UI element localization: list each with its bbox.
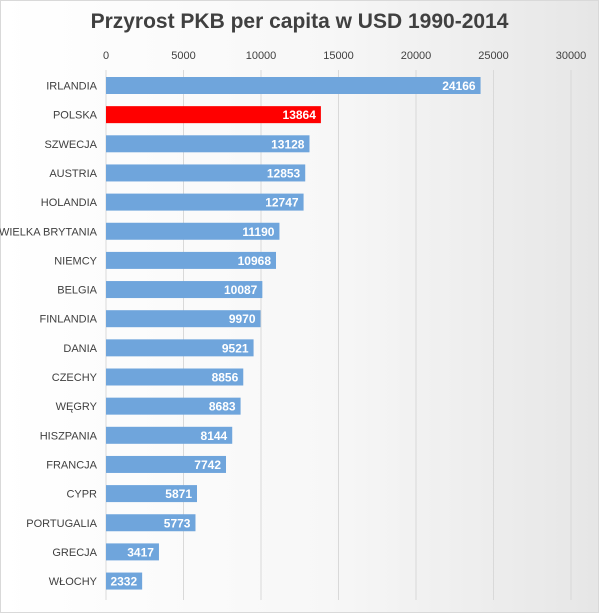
chart-title: Przyrost PKB per capita w USD 1990-2014 [90,10,509,33]
bar [106,368,244,386]
bar [106,485,198,503]
category-label: GRECJA [52,547,97,559]
category-label: NIEMCY [54,255,97,267]
bar [106,77,481,94]
category-label: WŁOCHY [49,576,98,588]
bar [106,397,241,415]
category-label: POLSKA [53,110,98,122]
category-label: HOLANDIA [41,197,98,209]
x-tick-label: 5000 [171,50,195,62]
bar [106,514,196,532]
category-label: DANIA [63,343,97,355]
bar [106,455,227,473]
bar [106,251,277,269]
x-tick-label: 0 [103,50,109,62]
data-label: 12747 [265,196,299,210]
category-label: BELGIA [57,285,97,297]
category-label: CYPR [66,489,97,501]
data-label: 8856 [212,371,239,385]
category-label: WĘGRY [56,401,98,413]
bar [106,426,233,444]
data-label: 12853 [267,166,301,180]
category-label: HISZPANIA [40,430,98,442]
bar [106,572,143,590]
data-label: 2332 [110,575,137,589]
data-label: 9521 [222,341,249,355]
x-tick-label: 15000 [323,50,354,62]
data-label: 8683 [209,400,236,414]
x-tick-label: 20000 [401,50,432,62]
category-label: WIELKA BRYTANIA [0,226,98,238]
x-tick-label: 30000 [556,50,587,62]
data-label: 13128 [271,137,305,151]
x-tick-label: 10000 [246,50,277,62]
data-label: 7742 [194,458,221,472]
category-label: AUSTRIA [49,168,97,180]
category-label: FINLANDIA [40,314,98,326]
bar [106,193,304,211]
category-label: SZWECJA [44,139,97,151]
bar [106,310,261,328]
data-label: 24166 [442,79,476,93]
data-label: 11190 [242,225,274,239]
data-label: 5773 [164,516,191,530]
category-label: FRANCJA [46,459,97,471]
category-label: CZECHY [52,372,98,384]
bar [106,281,263,299]
bar [106,135,310,153]
bar [106,164,306,182]
data-label: 13864 [283,108,317,122]
bar [106,543,159,561]
x-tick-label: 25000 [478,50,509,62]
data-label: 9970 [229,312,256,326]
bar [106,106,321,124]
data-label: 10968 [238,254,272,268]
bar [106,222,280,240]
data-label: 5871 [165,487,192,501]
data-label: 10087 [224,283,258,297]
bar [106,339,254,357]
category-label: PORTUGALIA [26,518,97,530]
data-label: 3417 [127,545,154,559]
category-label: IRLANDIA [46,81,97,93]
data-label: 8144 [201,429,228,443]
